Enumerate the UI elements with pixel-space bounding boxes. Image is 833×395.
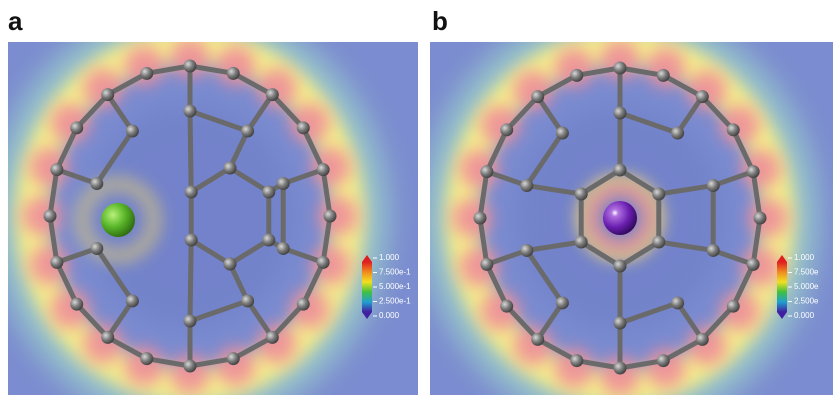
atom xyxy=(317,163,330,176)
atom xyxy=(520,179,533,192)
atom xyxy=(224,162,237,175)
atom xyxy=(747,165,760,178)
bond xyxy=(190,111,191,192)
atom xyxy=(727,123,740,136)
atom xyxy=(671,296,684,309)
center-atom xyxy=(101,203,135,237)
atom xyxy=(556,296,569,309)
atom xyxy=(90,242,103,255)
atom xyxy=(227,352,240,365)
atom xyxy=(707,179,720,192)
atom xyxy=(277,242,290,255)
atom xyxy=(575,236,588,249)
atom xyxy=(707,244,720,257)
atom xyxy=(185,234,198,247)
colorbar xyxy=(362,262,372,312)
atom xyxy=(184,360,197,373)
atom xyxy=(224,258,237,271)
atom xyxy=(70,121,83,134)
atom xyxy=(101,88,114,101)
atom xyxy=(317,256,330,269)
panel-label: b xyxy=(432,6,448,36)
atom xyxy=(570,69,583,82)
atom xyxy=(297,298,310,311)
colorbar-label: 1.000 xyxy=(379,253,400,262)
atom xyxy=(575,188,588,201)
colorbar-label: 7.500e-1 xyxy=(379,268,411,277)
colorbar-label: 1.000 xyxy=(794,253,815,262)
atom xyxy=(480,165,493,178)
atom xyxy=(614,260,627,273)
colorbar-label: 5.000e xyxy=(794,282,819,291)
atom xyxy=(614,62,627,75)
atom xyxy=(500,123,513,136)
atom xyxy=(520,244,533,257)
atom xyxy=(531,90,544,103)
atom xyxy=(262,234,275,247)
atom xyxy=(474,212,487,225)
atom xyxy=(614,164,627,177)
atom xyxy=(614,317,627,330)
atom xyxy=(50,163,63,176)
atom xyxy=(185,186,198,199)
colorbar-label: 0.000 xyxy=(794,311,815,320)
atom xyxy=(754,212,767,225)
atom xyxy=(101,331,114,344)
atom xyxy=(184,315,197,328)
atom xyxy=(500,300,513,313)
atom xyxy=(140,352,153,365)
panel: 1.000 7.500e 5.000e 2.500e 0.000 xyxy=(430,26,833,395)
colorbar-label: 2.500e-1 xyxy=(379,297,411,306)
atom xyxy=(570,354,583,367)
atom xyxy=(90,177,103,190)
atom xyxy=(126,294,139,307)
colorbar xyxy=(777,262,787,312)
atom xyxy=(480,258,493,271)
atom xyxy=(227,67,240,80)
figure: a b 1.000 7.500e-1 5.000e-1 2.500e-1 0.000 1… xyxy=(0,0,833,395)
atom xyxy=(266,88,279,101)
atom xyxy=(324,210,337,223)
atom xyxy=(140,67,153,80)
atom xyxy=(126,125,139,138)
atom xyxy=(696,90,709,103)
atom xyxy=(184,105,197,118)
atom xyxy=(184,60,197,73)
atom xyxy=(727,300,740,313)
colorbar-label: 2.500e xyxy=(794,297,819,306)
atom xyxy=(657,69,670,82)
atom xyxy=(614,362,627,375)
atom xyxy=(652,236,665,249)
atom xyxy=(297,121,310,134)
atom xyxy=(747,258,760,271)
atom xyxy=(241,125,254,138)
atom xyxy=(671,127,684,140)
atom xyxy=(44,210,57,223)
atom xyxy=(70,298,83,311)
colorbar-label: 0.000 xyxy=(379,311,400,320)
atom xyxy=(556,127,569,140)
atom xyxy=(50,256,63,269)
panel: 1.000 7.500e-1 5.000e-1 2.500e-1 0.000 xyxy=(8,24,418,395)
atom xyxy=(277,177,290,190)
atom xyxy=(531,333,544,346)
bond xyxy=(190,240,191,321)
colorbar-label: 5.000e-1 xyxy=(379,282,411,291)
atom xyxy=(241,294,254,307)
atom xyxy=(696,333,709,346)
atom xyxy=(652,188,665,201)
atom xyxy=(614,107,627,120)
colorbar-label: 7.500e xyxy=(794,268,819,277)
atom xyxy=(657,354,670,367)
atom xyxy=(266,331,279,344)
panel-label: a xyxy=(8,6,23,36)
atom xyxy=(262,186,275,199)
center-atom xyxy=(603,201,637,235)
